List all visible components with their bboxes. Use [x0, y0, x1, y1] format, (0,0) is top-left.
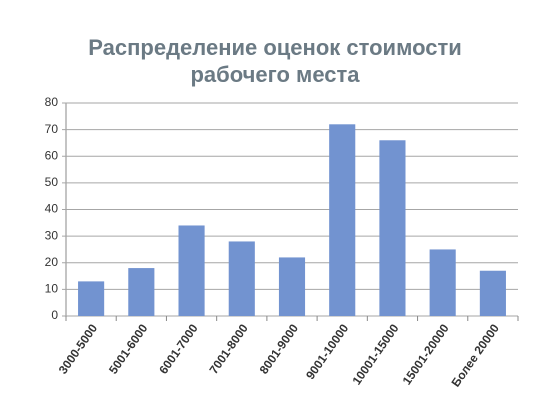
y-tick-label: 0 [51, 308, 58, 322]
y-tick-label: 80 [45, 95, 59, 109]
bar [78, 281, 105, 316]
bar [278, 257, 306, 316]
bar [228, 241, 255, 316]
bar [128, 268, 155, 316]
x-tick-label: 7001-8000 [206, 321, 251, 376]
y-tick-label: 70 [45, 122, 59, 136]
bar [429, 249, 456, 316]
bar [379, 140, 406, 316]
x-tick-label: 15001-20000 [400, 321, 452, 387]
x-tick-label: 5001-6000 [106, 321, 151, 376]
x-tick-label: 6001-7000 [156, 321, 201, 376]
bar [329, 124, 356, 316]
bar [479, 270, 506, 316]
y-tick-label: 20 [45, 255, 59, 269]
y-tick-label: 40 [45, 202, 59, 216]
y-tick-label: 50 [45, 175, 59, 189]
x-tick-label: Более 20000 [449, 321, 503, 389]
bar [178, 225, 205, 316]
y-tick-label: 10 [45, 282, 59, 296]
y-tick-label: 30 [45, 228, 59, 242]
x-tick-label: 10001-15000 [349, 321, 401, 387]
x-tick-label: 3000-5000 [56, 321, 101, 376]
chart-title: Распределение оценок стоимости рабочего … [88, 35, 462, 87]
x-tick-label: 9001-10000 [303, 321, 351, 382]
x-tick-label: 8001-9000 [257, 321, 302, 376]
y-tick-label: 60 [45, 148, 59, 162]
